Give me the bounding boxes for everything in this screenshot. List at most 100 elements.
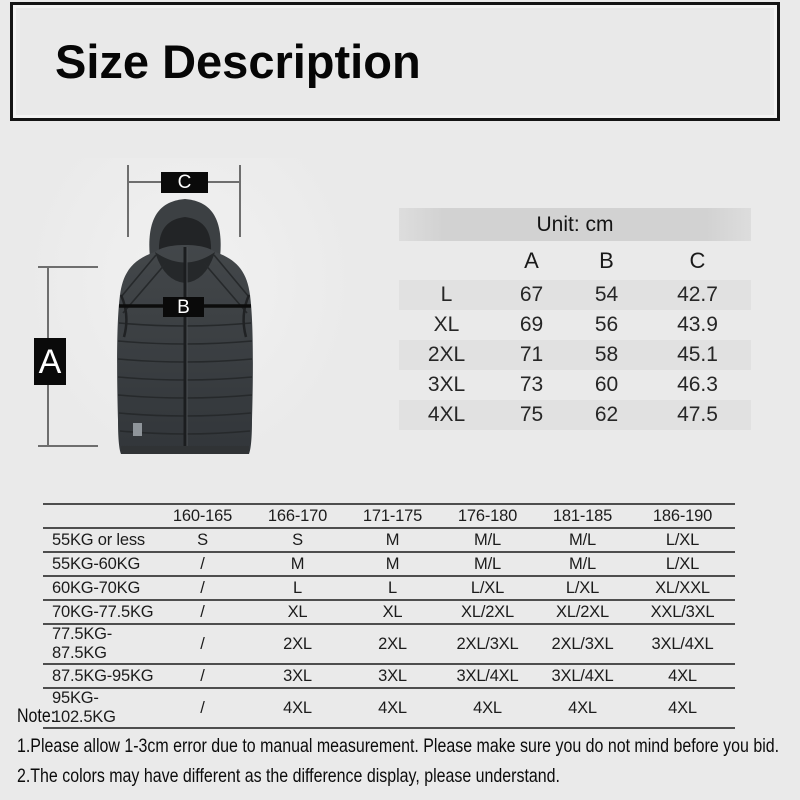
cell: 3XL <box>250 664 345 689</box>
height-header: 176-180 <box>440 503 535 529</box>
page-title: Size Description <box>55 35 421 88</box>
weight-label: 77.5KG-87.5KG <box>43 624 155 665</box>
size-label: XL <box>433 313 460 336</box>
weight-label: 70KG-77.5KG <box>43 600 155 625</box>
vest-hem <box>121 446 249 454</box>
cell: 3XL <box>345 664 440 689</box>
cell: 3XL/4XL <box>630 624 735 665</box>
cell: 47.5 <box>677 403 718 426</box>
cell: L/XL <box>440 576 535 601</box>
vest-hem-tag <box>133 423 142 436</box>
measurements-table: A B C L 67 54 42.7 XL 69 56 43.9 2XL 71 … <box>399 241 751 430</box>
size-label: 4XL <box>427 403 466 426</box>
cell: XL/2XL <box>440 600 535 625</box>
cell: 2XL/3XL <box>440 624 535 665</box>
cell: 67 <box>519 283 544 306</box>
weight-label: 55KG or less <box>43 528 155 553</box>
cell: / <box>155 600 250 625</box>
column-b-header: B <box>599 247 614 273</box>
cell: XXL/3XL <box>630 600 735 625</box>
note-line-2: 2.The colors may have different as the d… <box>17 766 799 788</box>
size-label: L <box>440 283 453 306</box>
cell: S <box>155 528 250 553</box>
vest-illustration <box>38 165 253 454</box>
size-diagram: A B C <box>0 155 380 500</box>
fit-header-row: 160-165 166-170 171-175 176-180 181-185 … <box>43 503 735 529</box>
cell: M/L <box>440 528 535 553</box>
cell <box>43 503 155 529</box>
cell: XL <box>345 600 440 625</box>
cell: S <box>250 528 345 553</box>
height-header: 166-170 <box>250 503 345 529</box>
cell: 73 <box>519 373 544 396</box>
cell: XL/2XL <box>535 600 630 625</box>
cell: 62 <box>594 403 619 426</box>
table-row: 87.5KG-95KG / 3XL 3XL 3XL/4XL 3XL/4XL 4X… <box>43 664 735 689</box>
cell: 71 <box>519 343 544 366</box>
cell: M <box>345 528 440 553</box>
note-title: Note: <box>17 706 799 728</box>
table-row: 95KG-102.5KG / 4XL 4XL 4XL 4XL 4XL <box>43 688 735 729</box>
cell: L/XL <box>535 576 630 601</box>
height-header: 171-175 <box>345 503 440 529</box>
size-label: 3XL <box>427 373 466 396</box>
cell: L <box>250 576 345 601</box>
cell: / <box>155 688 250 729</box>
cell: 42.7 <box>677 283 718 306</box>
cell: 4XL <box>440 688 535 729</box>
table-row: 60KG-70KG / L L L/XL L/XL XL/XXL <box>43 576 735 601</box>
cell: 45.1 <box>677 343 718 366</box>
note-line-1-text: 1.Please allow 1-3cm error due to manual… <box>17 736 780 757</box>
cell: M/L <box>440 552 535 577</box>
column-a-header: A <box>524 247 539 273</box>
cell: 4XL <box>630 664 735 689</box>
table-row: 2XL 71 58 45.1 <box>399 340 751 370</box>
cell: 43.9 <box>677 313 718 336</box>
table-row: 55KG-60KG / M M M/L M/L L/XL <box>43 552 735 577</box>
table-row: 77.5KG-87.5KG / 2XL 2XL 2XL/3XL 2XL/3XL … <box>43 624 735 665</box>
weight-label: 55KG-60KG <box>43 552 155 577</box>
measurements-header-row: A B C <box>399 241 751 280</box>
cell <box>399 241 494 280</box>
measure-label-a: A <box>34 338 66 385</box>
cell: 3XL/4XL <box>440 664 535 689</box>
cell: 46.3 <box>677 373 718 396</box>
cell: / <box>155 552 250 577</box>
cell: / <box>155 664 250 689</box>
cell: XL/XXL <box>630 576 735 601</box>
note-line-2-text: 2.The colors may have different as the d… <box>17 766 560 787</box>
cell: 69 <box>519 313 544 336</box>
measure-label-c: C <box>161 172 208 193</box>
table-row: 55KG or less S S M M/L M/L L/XL <box>43 528 735 553</box>
height-header: 160-165 <box>155 503 250 529</box>
cell: 4XL <box>250 688 345 729</box>
cell: 2XL <box>345 624 440 665</box>
cell: M/L <box>535 528 630 553</box>
note-section: Note: 1.Please allow 1-3cm error due to … <box>17 706 799 796</box>
weight-label: 95KG-102.5KG <box>43 688 155 729</box>
vest-armhole-right <box>242 294 251 338</box>
cell: 58 <box>594 343 619 366</box>
table-row: L 67 54 42.7 <box>399 280 751 310</box>
table-row: 3XL 73 60 46.3 <box>399 370 751 400</box>
cell: / <box>155 576 250 601</box>
height-header: 181-185 <box>535 503 630 529</box>
table-row: 70KG-77.5KG / XL XL XL/2XL XL/2XL XXL/3X… <box>43 600 735 625</box>
cell: 3XL/4XL <box>535 664 630 689</box>
table-row: 4XL 75 62 47.5 <box>399 400 751 430</box>
cell: 2XL <box>250 624 345 665</box>
cell: L/XL <box>630 528 735 553</box>
unit-header: Unit: cm <box>399 208 751 241</box>
title-box: Size Description <box>10 2 780 121</box>
fit-table: 160-165 166-170 171-175 176-180 181-185 … <box>43 503 735 729</box>
cell: L <box>345 576 440 601</box>
height-header: 186-190 <box>630 503 735 529</box>
cell: 75 <box>519 403 544 426</box>
weight-label: 60KG-70KG <box>43 576 155 601</box>
note-title-text: Note: <box>17 706 56 727</box>
cell: / <box>155 624 250 665</box>
note-line-1: 1.Please allow 1-3cm error due to manual… <box>17 736 799 758</box>
cell: 60 <box>594 373 619 396</box>
cell: 4XL <box>535 688 630 729</box>
